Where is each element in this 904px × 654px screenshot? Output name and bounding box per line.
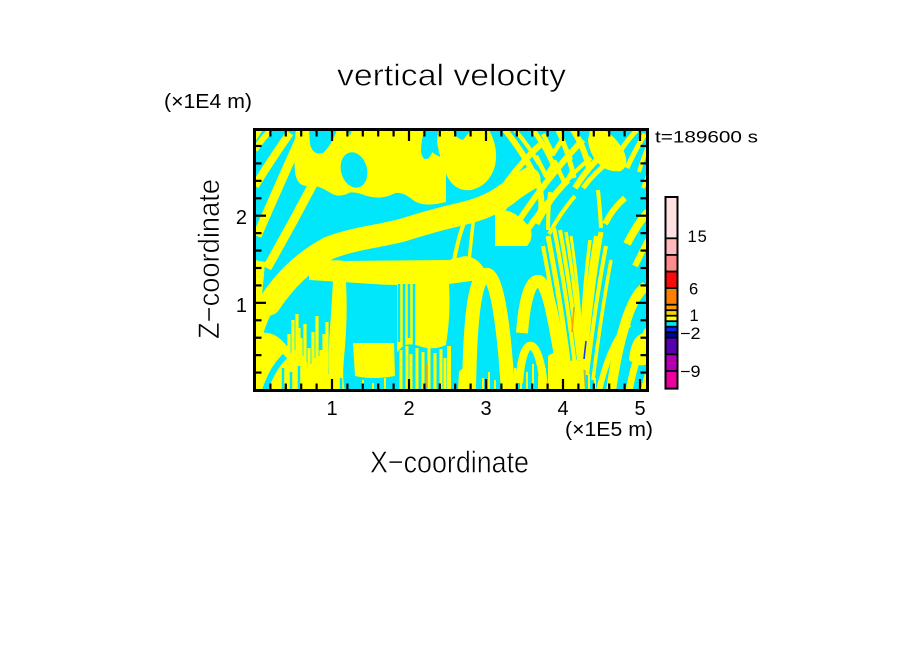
svg-text:Z−coordinate: Z−coordinate bbox=[193, 179, 226, 339]
svg-text:2: 2 bbox=[236, 207, 247, 229]
svg-text:1: 1 bbox=[690, 307, 699, 325]
svg-text:3: 3 bbox=[480, 398, 491, 420]
svg-text:1: 1 bbox=[326, 398, 337, 420]
svg-text:−9: −9 bbox=[680, 363, 701, 381]
svg-text:X−coordinate: X−coordinate bbox=[370, 445, 529, 480]
svg-text:vertical velocity: vertical velocity bbox=[337, 58, 567, 93]
svg-text:t=189600 s: t=189600 s bbox=[655, 129, 758, 147]
svg-text:15: 15 bbox=[688, 228, 708, 246]
svg-text:−2: −2 bbox=[680, 325, 701, 343]
svg-text:1: 1 bbox=[236, 295, 247, 317]
svg-text:2: 2 bbox=[403, 398, 414, 420]
svg-text:5: 5 bbox=[634, 398, 645, 420]
svg-text:4: 4 bbox=[557, 398, 568, 420]
svg-text:6: 6 bbox=[689, 281, 698, 299]
svg-text:(×1E5 m): (×1E5 m) bbox=[565, 419, 653, 441]
svg-text:(×1E4 m): (×1E4 m) bbox=[164, 91, 252, 113]
